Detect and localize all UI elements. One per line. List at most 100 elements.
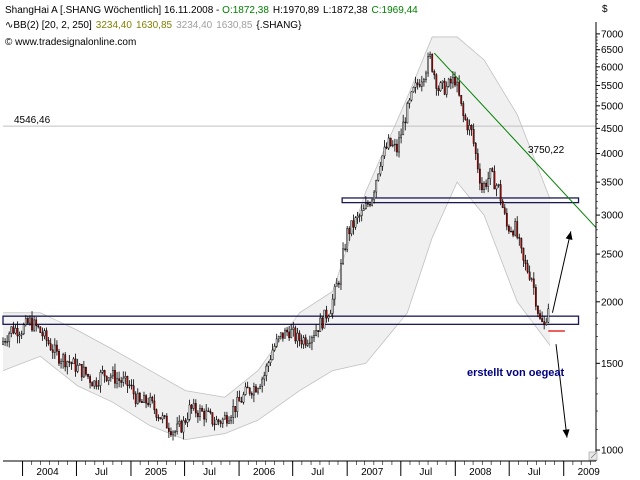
candle-body [41,332,44,337]
candle-body [12,326,15,334]
bb-symbol: {.SHANG} [256,20,302,31]
candle-body [437,88,440,92]
candle-body [273,346,276,351]
candle-body [425,72,427,80]
candle-body [147,402,150,405]
level-label: 4546,46 [14,115,51,126]
candle-body [190,404,193,409]
candle-body [122,377,125,383]
candle-body [238,396,241,402]
candle-body [286,329,288,333]
candle-body [391,144,394,147]
candle-body [111,370,114,377]
candle-body [408,99,411,104]
candle-body [240,401,243,403]
candle-body [447,78,450,87]
candle-body [37,325,40,328]
x-tick-label: Jul [419,467,432,478]
candle-body [232,406,235,418]
candle-body [379,165,382,175]
candle-body [261,378,264,387]
candle-body [302,337,305,345]
candle-body [344,248,347,250]
candle-body [97,385,100,387]
y-tick-label: 4500 [601,124,624,135]
candle-body [462,103,465,116]
candle-body [130,384,133,387]
candle-body [528,271,531,280]
candle-body [76,365,79,372]
candle-body [532,278,535,288]
candle-body [423,79,425,83]
candle-body [402,121,405,136]
candle-body [348,228,351,235]
candle-body [242,394,245,403]
candle-body [325,309,328,319]
candle-body [503,207,506,214]
candle-body [300,340,303,345]
candle-body [381,155,384,167]
y-tick-label: 2500 [601,250,624,261]
candle-body [136,392,139,404]
copyright: © www.tradesignalonline.com [5,37,136,48]
candle-body [22,324,25,335]
trendline-label: 3750,22 [528,145,565,156]
resize-grip-icon[interactable] [588,451,598,461]
x-tick-label: Jul [95,467,108,478]
candle-body [194,403,197,414]
candle-body [101,370,104,373]
candle-body [547,308,550,323]
candle-body [223,415,226,420]
y-tick-label: 5500 [601,81,624,92]
candle-body [118,378,121,381]
candle-body [431,53,434,72]
candle-body [369,203,371,206]
candle-body [172,431,174,436]
candle-body [134,393,137,404]
candle-body [296,332,299,342]
header-close: C:1969,44 [372,5,419,16]
candle-body [70,362,73,365]
candle-body [416,82,419,85]
candle-body [493,171,496,190]
candle-body [539,313,541,319]
candle-body [483,182,485,191]
candle-body [163,415,166,417]
candle-body [522,247,525,261]
candle-body [6,341,9,343]
candle-body [454,76,456,86]
annotation-text: erstellt von oegeat [467,367,565,379]
candle-body [398,137,400,153]
candle-body [267,362,270,367]
candle-body [213,423,216,426]
candle-body [323,309,326,329]
candle-body [180,420,183,433]
candle-body [288,331,291,338]
candle-body [14,327,17,334]
candle-body [217,419,220,422]
candle-body [219,421,222,424]
candle-body [2,341,4,345]
candle-body [87,374,89,377]
candle-body [234,406,237,412]
candle-body [476,153,479,170]
candle-body [354,217,357,228]
candle-body [400,134,402,139]
candle-body [197,412,199,417]
candle-body [501,200,504,208]
candle-body [335,282,338,287]
candle-body [377,173,380,181]
x-tick-label: 2005 [145,467,168,478]
candle-body [526,263,529,273]
candle-body [512,230,514,236]
candle-body [472,129,475,144]
candle-body [360,210,363,216]
candle-body [26,318,29,324]
candle-body [456,81,458,86]
x-tick-label: Jul [203,467,216,478]
arrow-head-icon [565,231,573,240]
candle-body [445,85,448,95]
candle-body [530,278,533,280]
candle-body [132,385,135,395]
candle-body [80,363,83,378]
